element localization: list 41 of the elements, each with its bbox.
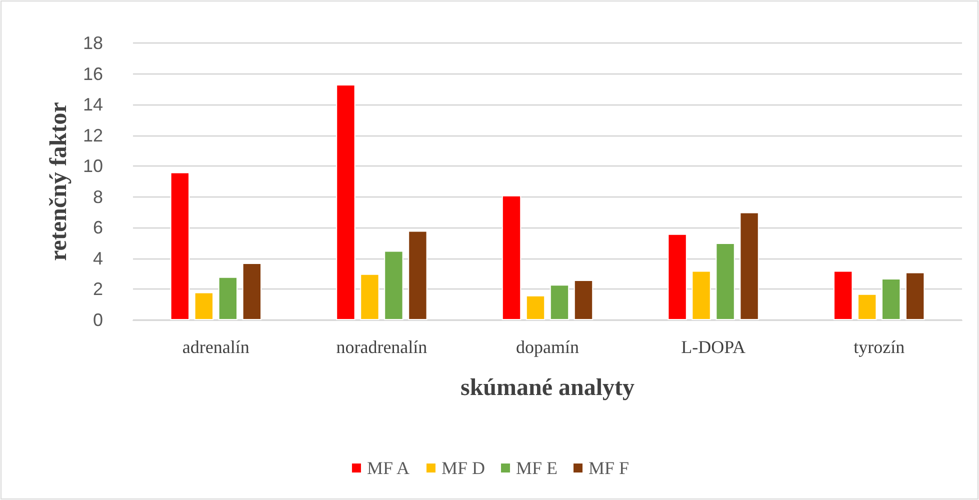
bar [170, 172, 190, 320]
y-tick-label: 2 [92, 279, 103, 300]
y-tick-label: 16 [82, 64, 103, 84]
bar [526, 295, 546, 320]
bar [692, 270, 711, 320]
bar [336, 84, 356, 320]
y-tick-label: 0 [92, 310, 103, 330]
legend-label: MF D [441, 458, 485, 478]
bar [242, 263, 262, 320]
y-tick-label: 4 [92, 248, 103, 268]
x-axis-title: skúmané analyty [460, 375, 635, 401]
x-tick-label: adrenalín [182, 337, 250, 357]
bar [360, 274, 380, 320]
bar [194, 292, 214, 320]
bar [408, 230, 428, 320]
y-tick-label: 8 [92, 186, 103, 207]
bar [740, 212, 759, 320]
y-tick-label: 14 [82, 94, 103, 115]
bar [550, 284, 570, 320]
bar [905, 272, 925, 320]
legend-label: MF F [588, 458, 630, 478]
x-tick-label: noradrenalín [336, 337, 428, 357]
x-tick-label: dopamín [516, 337, 579, 357]
y-tick-label: 10 [82, 156, 103, 176]
x-tick-label: tyrozín [854, 337, 905, 357]
legend-label: MF A [366, 458, 410, 478]
bar [502, 195, 522, 320]
y-tick-label: 12 [82, 125, 103, 146]
y-axis-title: retenčný faktor [46, 102, 72, 261]
x-tick-label: L-DOPA [681, 337, 746, 357]
legend-label: MF E [516, 458, 558, 478]
bar [882, 278, 901, 320]
bar [858, 294, 877, 320]
y-tick-label: 6 [92, 218, 103, 238]
bar [384, 250, 404, 320]
y-tick-label: 18 [82, 33, 103, 53]
bar [716, 243, 735, 320]
bar [218, 276, 238, 320]
bar [574, 280, 594, 320]
bar [668, 234, 687, 320]
bar [834, 270, 853, 320]
